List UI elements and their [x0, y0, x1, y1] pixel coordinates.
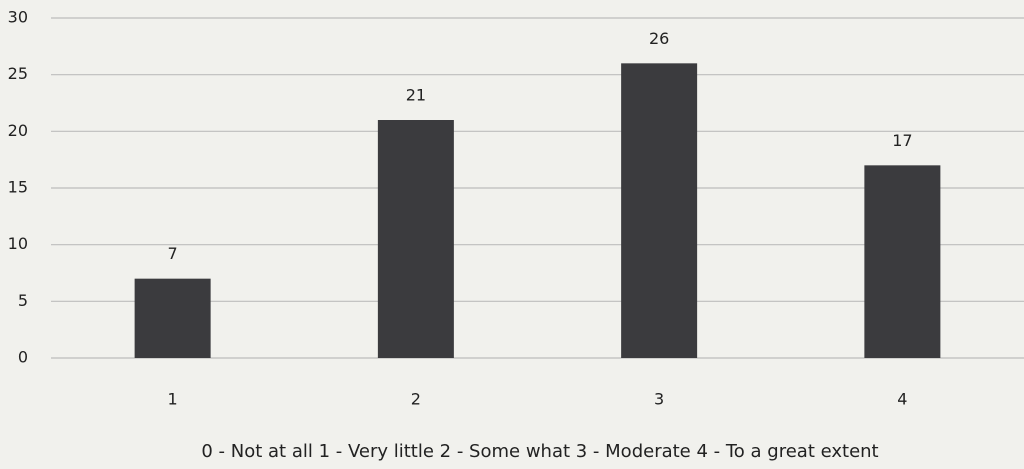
y-tick-label: 30 — [8, 8, 28, 27]
y-tick-label: 10 — [8, 234, 28, 253]
y-tick-label: 0 — [18, 348, 28, 367]
data-label: 7 — [168, 244, 178, 263]
x-tick-label: 1 — [168, 390, 178, 409]
y-tick-label: 25 — [8, 64, 28, 83]
bar — [134, 278, 211, 358]
data-label: 26 — [649, 29, 669, 48]
y-tick-label: 5 — [18, 291, 28, 310]
bar — [864, 165, 941, 358]
x-tick-label: 4 — [897, 390, 907, 409]
y-tick-label: 20 — [8, 121, 28, 140]
x-axis-label: 0 - Not at all 1 - Very little 2 - Some … — [201, 441, 878, 462]
data-label: 17 — [892, 131, 912, 150]
y-tick-label: 15 — [8, 178, 28, 197]
bar — [621, 63, 698, 358]
data-label: 21 — [406, 86, 426, 105]
bar — [377, 120, 454, 358]
x-tick-label: 2 — [411, 390, 421, 409]
x-tick-label: 3 — [654, 390, 664, 409]
